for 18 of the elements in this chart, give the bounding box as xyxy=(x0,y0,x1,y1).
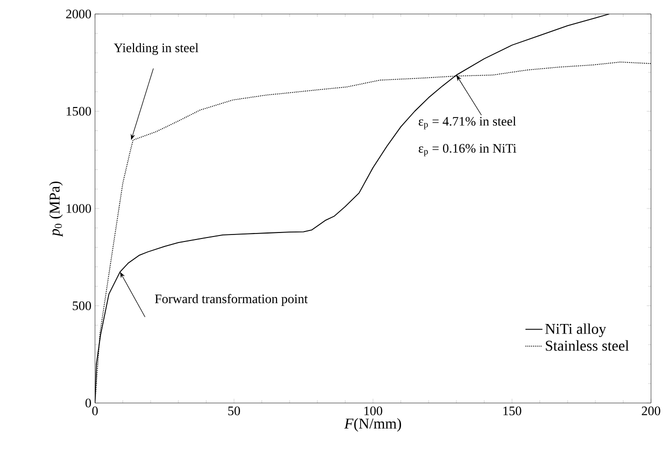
x-tick-label: 50 xyxy=(228,406,240,416)
x-tick-label: 200 xyxy=(642,406,660,416)
y-tick-label: 500 xyxy=(72,301,91,310)
y-tick-label: 1000 xyxy=(66,204,91,213)
y-tick-label: 2000 xyxy=(66,10,91,18)
annotation: ε$_{p}$ = 4.71% in steel xyxy=(418,116,516,130)
annotation: Yielding in steel xyxy=(114,43,198,55)
y-tick-label: 1500 xyxy=(66,106,91,116)
legend-label: Stainless steel xyxy=(546,340,629,351)
y-tick-label: 0 xyxy=(86,398,91,408)
x-axis-title: F(N/mm) xyxy=(344,418,402,432)
x-tick-label: 0 xyxy=(92,406,98,416)
x-tick-label: 100 xyxy=(364,406,382,416)
x-tick-label: 150 xyxy=(503,406,522,416)
legend-label: NiTi alloy xyxy=(545,323,606,338)
annotation: Forward transformation point xyxy=(154,294,308,306)
y-axis-title: p$_{0}$ (MPa) xyxy=(49,182,63,237)
annotation: ε$_{p}$ = 0.16% in NiTi xyxy=(418,144,516,156)
